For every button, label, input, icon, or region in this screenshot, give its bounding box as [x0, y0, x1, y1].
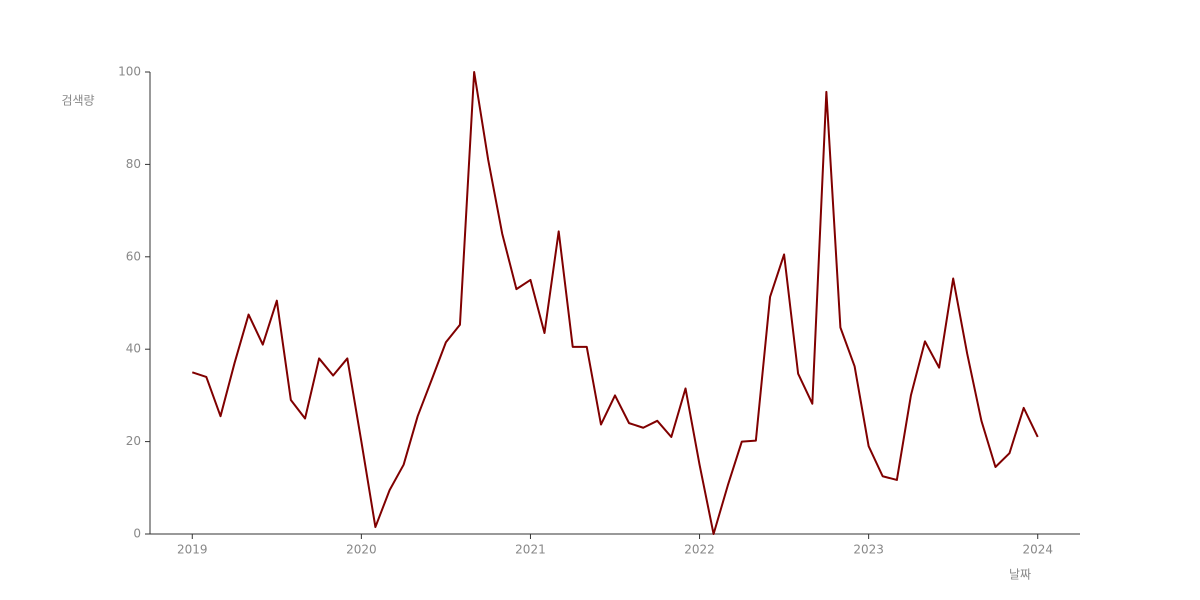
line: [191, 71, 1039, 535]
y-tick-label: 40: [126, 342, 141, 356]
y-tick-label: 0: [133, 527, 141, 541]
x-tick-label: 2024: [1022, 543, 1053, 557]
y-tick-label: 100: [118, 65, 141, 79]
x-tick-label: 2019: [177, 543, 208, 557]
y-tick-label: 20: [126, 434, 141, 448]
y-tick-label: 80: [126, 157, 141, 171]
y-axis-label: 검색량: [61, 94, 94, 108]
x-tick-label: 2020: [346, 543, 377, 557]
x-axis-label: 날짜: [1009, 568, 1031, 582]
x-tick-label: 2021: [515, 543, 546, 557]
x-tick-label: 2022: [684, 543, 715, 557]
y-tick-label: 60: [126, 249, 141, 263]
x-tick-label: 2023: [853, 543, 884, 557]
